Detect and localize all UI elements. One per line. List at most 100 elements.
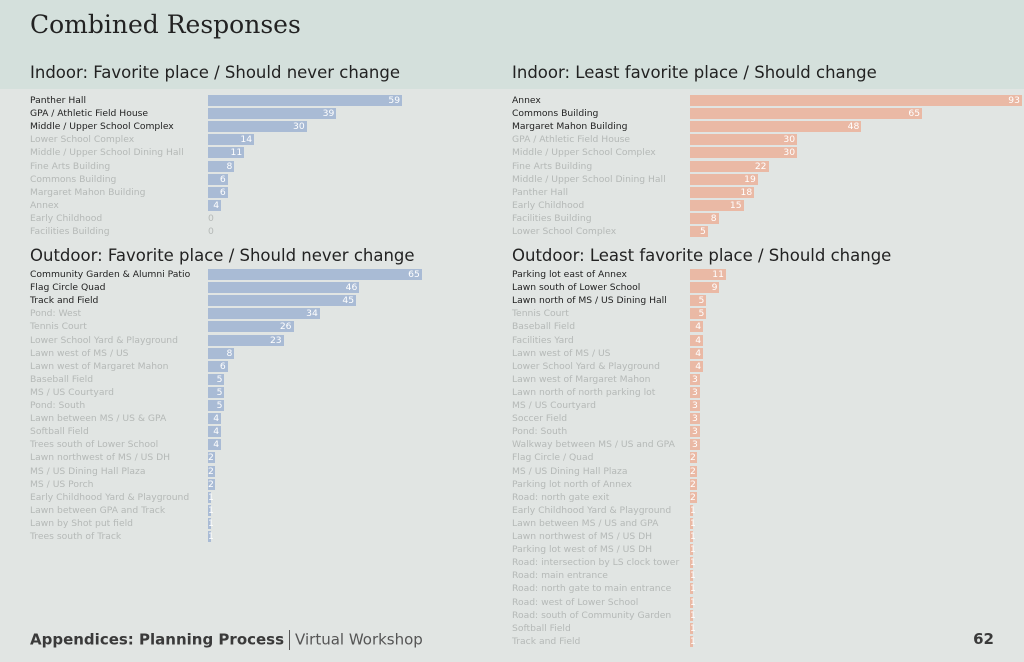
bar-row: Lawn northwest of MS / US DH 2 xyxy=(30,451,530,464)
bar-label: Tennis Court xyxy=(30,321,87,333)
bar-label: Soccer Field xyxy=(512,413,568,425)
bar-row: Walkway between MS / US and GPA 3 xyxy=(512,438,1012,451)
bar xyxy=(208,160,235,172)
bar xyxy=(690,386,700,398)
bar xyxy=(208,95,403,106)
chart-title: Outdoor: Favorite place / Should never c… xyxy=(30,246,415,265)
bar xyxy=(690,199,744,211)
bar-label: Trees south of Lower School xyxy=(30,439,159,451)
bar-label: Fine Arts Building xyxy=(30,160,111,172)
bar-value-label: 1 xyxy=(208,491,214,503)
bar-value-label: 1 xyxy=(690,557,696,569)
bar-label: Lawn between GPA and Track xyxy=(30,504,166,516)
bar xyxy=(208,186,228,198)
bar xyxy=(690,491,697,503)
bar-row: Fine Arts Building 22 xyxy=(512,160,1012,173)
bar-value-label: 93 xyxy=(1008,95,1020,106)
bar-row: Tennis Court 5 xyxy=(512,307,1012,320)
bar-value-label: 5 xyxy=(698,308,705,320)
bar xyxy=(690,465,697,477)
bar-value-label: 2 xyxy=(690,465,696,477)
bar-label: Lawn north of MS / US Dining Hall xyxy=(512,295,667,307)
bar-value-label: 6 xyxy=(219,173,226,185)
bar-row: Middle / Upper School Complex 30 xyxy=(30,120,530,133)
bar-label: Middle / Upper School Dining Hall xyxy=(512,173,666,185)
bar-row: Baseball Field 5 xyxy=(30,373,530,386)
bar xyxy=(208,413,222,425)
bar xyxy=(690,373,700,385)
bar-value-label: 4 xyxy=(213,413,220,425)
bar-label: Road: north gate to main entrance xyxy=(512,583,672,595)
footer-divider xyxy=(289,630,291,650)
bar-row: Fine Arts Building 8 xyxy=(30,160,530,173)
bar-value-label: 59 xyxy=(388,95,401,106)
bar-label: GPA / Athletic Field House xyxy=(30,108,149,120)
bar xyxy=(208,334,284,346)
bar xyxy=(690,282,720,294)
bar xyxy=(690,173,758,185)
bar-label: Road: intersection by LS clock tower xyxy=(512,557,680,569)
bar-label: Middle / Upper School Dining Hall xyxy=(30,147,184,159)
bar-label: Community Garden & Alumni Patio xyxy=(30,269,191,280)
chart-title: Outdoor: Least favorite place / Should c… xyxy=(512,246,892,265)
bar-label: Annex xyxy=(512,95,541,106)
bar-label: Middle / Upper School Complex xyxy=(30,121,174,133)
bar-row: GPA / Athletic Field House 39 xyxy=(30,107,530,120)
bar-label: Lawn west of MS / US xyxy=(30,347,129,359)
bar-label: Lawn between MS / US & GPA xyxy=(30,413,167,425)
bar-label: Facilities Yard xyxy=(512,334,574,346)
bar-label: Lawn south of Lower School xyxy=(512,282,641,294)
bar xyxy=(208,465,215,477)
bar-label: Early Childhood xyxy=(30,212,103,224)
bar-row: Flag Circle / Quad 2 xyxy=(512,451,1012,464)
bar-label: Panther Hall xyxy=(512,186,568,198)
bar-label: Pond: South xyxy=(30,400,86,411)
bar xyxy=(690,609,694,621)
bar xyxy=(208,173,228,185)
bar-value-label: 26 xyxy=(279,321,292,333)
bar-label: Road: south of Community Garden xyxy=(512,609,672,621)
bar xyxy=(690,596,694,608)
bar-value-label: 6 xyxy=(219,186,226,198)
bar-value-label: 9 xyxy=(711,282,718,294)
bar-label: MS / US Courtyard xyxy=(30,386,114,398)
bar xyxy=(690,347,704,359)
bar-value-label: 8 xyxy=(226,160,233,172)
bar-row: Lawn west of Margaret Mahon 6 xyxy=(30,360,530,373)
bar-row: Facilities Building 8 xyxy=(512,212,1012,225)
bar-value-label: 8 xyxy=(226,347,233,359)
bar-label: Lawn by Shot put field xyxy=(30,517,133,529)
bar-row: Panther Hall 59 xyxy=(30,94,530,107)
bar-row: Flag Circle Quad 46 xyxy=(30,281,530,294)
bar-label: Panther Hall xyxy=(30,95,86,106)
bar xyxy=(690,308,707,320)
bar-value-label: 0 xyxy=(208,226,214,237)
bar xyxy=(208,308,320,320)
bar-label: Facilities Building xyxy=(512,212,592,224)
bar-row: Lawn west of MS / US 4 xyxy=(512,347,1012,360)
bar-value-label: 48 xyxy=(847,121,860,133)
bar xyxy=(690,269,726,280)
bar-row: Early Childhood Yard & Playground 1 xyxy=(512,504,1012,517)
bar-row: Lawn west of MS / US 8 xyxy=(30,347,530,360)
bar-row: Facilities Building 0 xyxy=(30,225,530,238)
bar-row: Road: main entrance 1 xyxy=(512,569,1012,582)
bar-label: Fine Arts Building xyxy=(512,160,593,172)
bar-label: MS / US Dining Hall Plaza xyxy=(30,465,146,477)
bar-label: Road: west of Lower School xyxy=(512,596,639,608)
bar-row: Baseball Field 4 xyxy=(512,320,1012,333)
bar-label: Flag Circle Quad xyxy=(30,282,106,294)
bar-label: Facilities Building xyxy=(30,226,110,237)
bar-row: Middle / Upper School Dining Hall 11 xyxy=(30,146,530,159)
bar-row: Commons Building 65 xyxy=(512,107,1012,120)
bar-label: Lawn northwest of MS / US DH xyxy=(512,531,653,542)
bar-label: Baseball Field xyxy=(512,321,576,333)
bar-value-label: 4 xyxy=(695,347,702,359)
bar-label: Annex xyxy=(30,199,59,211)
bar-label: Walkway between MS / US and GPA xyxy=(512,439,675,451)
bar-row: Middle / Upper School Dining Hall 19 xyxy=(512,173,1012,186)
bar xyxy=(208,400,225,411)
bar-label: GPA / Athletic Field House xyxy=(512,134,631,146)
bar xyxy=(690,360,704,372)
bar xyxy=(690,478,697,490)
